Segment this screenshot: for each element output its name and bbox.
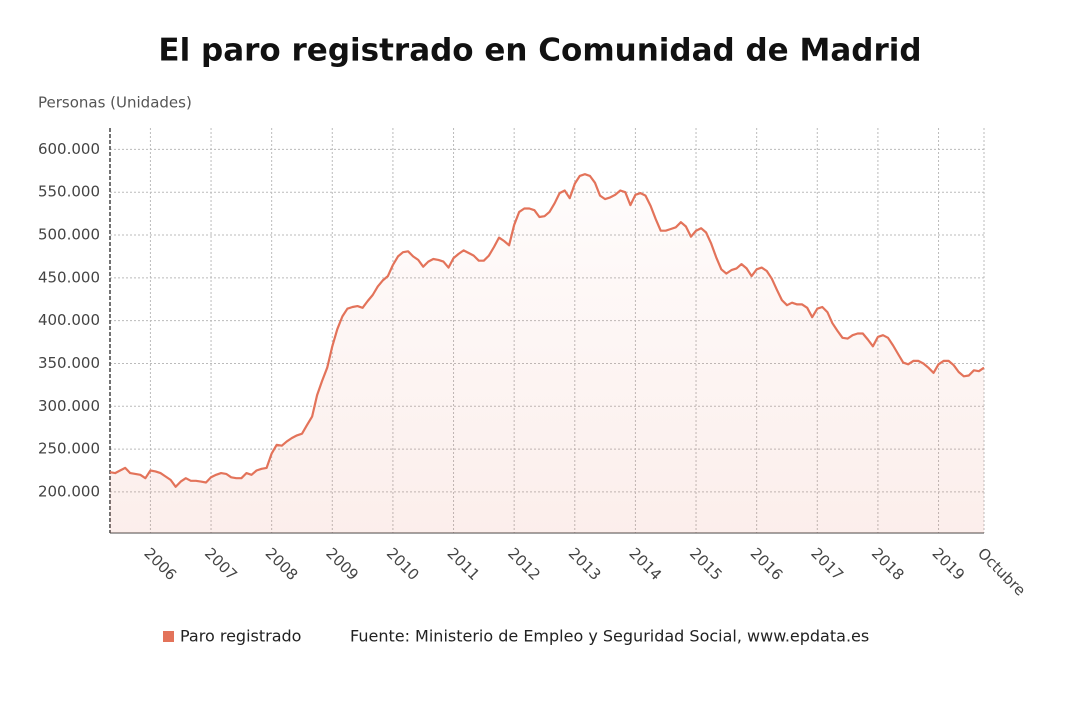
y-tick-label: 200.000 bbox=[38, 482, 100, 500]
x-tick-label: 2015 bbox=[686, 544, 726, 584]
x-tick-label: 2007 bbox=[201, 544, 241, 584]
x-tick-label: 2014 bbox=[625, 544, 665, 584]
x-tick-label: 2017 bbox=[807, 544, 847, 584]
x-tick-label: 2010 bbox=[383, 544, 423, 584]
y-tick-label: 600.000 bbox=[38, 140, 100, 158]
x-tick-label: 2019 bbox=[929, 544, 969, 584]
x-tick-label: 2006 bbox=[140, 544, 180, 584]
legend-swatch bbox=[163, 631, 174, 642]
y-axis-title: Personas (Unidades) bbox=[38, 94, 192, 112]
x-tick-label: 2012 bbox=[504, 544, 544, 584]
y-tick-label: 500.000 bbox=[38, 226, 100, 244]
x-tick-label: 2016 bbox=[747, 544, 787, 584]
x-tick-label: 2009 bbox=[322, 544, 362, 584]
y-tick-label: 300.000 bbox=[38, 397, 100, 415]
x-tick-label: 2018 bbox=[868, 544, 908, 584]
legend-label: Paro registrado bbox=[180, 627, 301, 646]
y-tick-label: 550.000 bbox=[38, 183, 100, 201]
y-tick-label: 350.000 bbox=[38, 354, 100, 372]
line bbox=[109, 173, 985, 488]
y-tick-label: 250.000 bbox=[38, 440, 100, 458]
y-tick-label: 400.000 bbox=[38, 311, 100, 329]
y-tick-label: 450.000 bbox=[38, 268, 100, 286]
x-tick-label: Octubre bbox=[974, 544, 1029, 599]
chart-title: El paro registrado en Comunidad de Madri… bbox=[158, 33, 921, 69]
x-tick-label: 2011 bbox=[444, 544, 484, 584]
source: Fuente: Ministerio de Empleo y Seguridad… bbox=[350, 627, 869, 646]
area bbox=[110, 174, 984, 533]
x-tick-label: 2008 bbox=[262, 544, 302, 584]
x-tick-label: 2013 bbox=[565, 544, 605, 584]
